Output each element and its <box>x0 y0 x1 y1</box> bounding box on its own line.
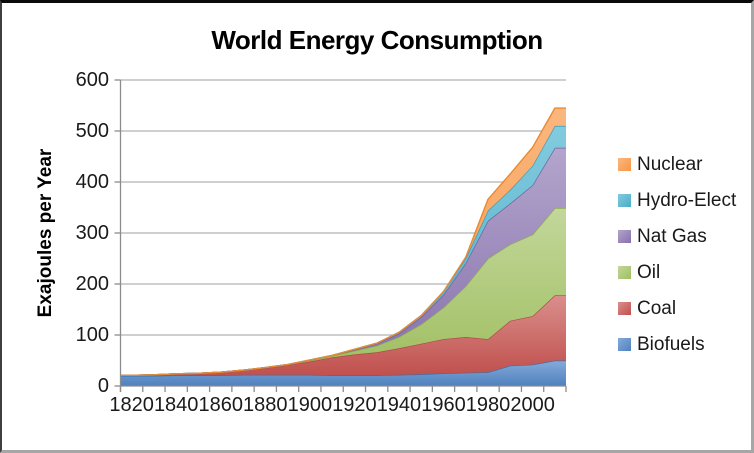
legend-label-nuclear: Nuclear <box>637 154 703 175</box>
x-tick-label-2000: 2000 <box>510 394 555 416</box>
legend: Nuclear Hydro-Elect Nat Gas Oil Coal Biofuels <box>618 153 736 369</box>
legend-swatch-nuclear <box>618 158 631 171</box>
x-tick-label-1840: 1840 <box>153 394 199 416</box>
y-tick-label-600: 600 <box>75 69 109 91</box>
y-tick-label-0: 0 <box>97 375 109 397</box>
area-edge-nuclear <box>120 107 566 376</box>
x-tick-label-1960: 1960 <box>421 394 466 416</box>
legend-swatch-oil <box>618 266 631 279</box>
legend-label-hydro-elect: Hydro-Elect <box>637 190 737 211</box>
y-tick-label-400: 400 <box>75 171 109 193</box>
x-tick-label-1860: 1860 <box>198 394 243 416</box>
area-band-nat-gas <box>120 147 566 376</box>
area-band-coal <box>120 295 566 376</box>
x-tick-label-1940: 1940 <box>376 394 422 416</box>
plot-area <box>114 79 567 392</box>
legend-item-biofuels: Biofuels <box>618 333 736 356</box>
x-tick-label-1980: 1980 <box>465 394 511 416</box>
legend-item-coal: Coal <box>618 297 736 320</box>
legend-label-nat-gas: Nat Gas <box>637 226 707 247</box>
legend-item-hydro-elect: Hydro-Elect <box>618 189 736 212</box>
y-tick-label-300: 300 <box>75 222 109 244</box>
chart-title: World Energy Consumption <box>211 25 543 55</box>
legend-swatch-biofuels <box>618 338 631 351</box>
legend-item-oil: Oil <box>618 261 736 284</box>
legend-label-coal: Coal <box>637 298 677 319</box>
legend-swatch-nat-gas <box>618 230 631 243</box>
legend-item-nuclear: Nuclear <box>618 153 736 176</box>
legend-swatch-coal <box>618 302 631 315</box>
legend-item-nat-gas: Nat Gas <box>618 225 736 248</box>
legend-label-oil: Oil <box>637 262 661 283</box>
area-band-oil <box>120 208 566 376</box>
x-tick-label-1880: 1880 <box>243 394 288 416</box>
x-tick-label-1820: 1820 <box>109 394 154 416</box>
legend-label-biofuels: Biofuels <box>637 334 705 355</box>
area-band-biofuels <box>120 360 566 386</box>
y-tick-label-500: 500 <box>75 120 109 142</box>
legend-swatch-hydro-elect <box>618 194 631 207</box>
x-tick-label-1920: 1920 <box>332 394 377 416</box>
x-tick-label-1900: 1900 <box>287 394 333 416</box>
y-tick-label-100: 100 <box>75 324 109 346</box>
y-tick-label-200: 200 <box>75 273 109 295</box>
